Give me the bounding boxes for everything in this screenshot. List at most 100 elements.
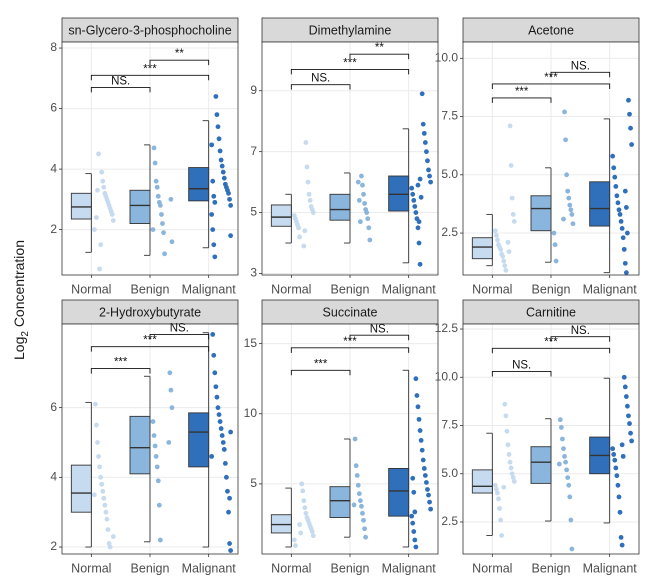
point (615, 200, 621, 206)
point (160, 221, 165, 226)
point (628, 430, 633, 436)
bracket-label: *** (314, 358, 328, 370)
x-tick-label: Malignant (182, 561, 237, 575)
point (363, 207, 369, 212)
point (428, 179, 434, 185)
point (623, 205, 629, 210)
point (508, 465, 514, 471)
point (216, 412, 222, 418)
point (152, 443, 158, 449)
box (188, 167, 210, 202)
point (626, 97, 631, 103)
point (425, 158, 430, 164)
box (388, 468, 410, 517)
point (612, 457, 618, 463)
x-tick-label: Normal (71, 282, 111, 296)
bracket-label: ** (375, 42, 384, 54)
point (511, 479, 517, 484)
bracket (550, 71, 611, 78)
y-tick-label: 10.0 (435, 369, 459, 383)
point (214, 112, 220, 118)
x-tick-label: Malignant (583, 282, 638, 296)
panel-border (61, 41, 239, 276)
x-tick-label: Benign (532, 282, 571, 296)
point (493, 232, 499, 238)
point (629, 438, 635, 444)
y-tick-label: 5 (250, 476, 257, 490)
point (417, 261, 423, 267)
point (553, 258, 559, 264)
point (507, 459, 513, 465)
point (168, 387, 174, 393)
point (157, 537, 163, 543)
point (556, 461, 562, 467)
point (561, 446, 566, 452)
point (94, 422, 99, 428)
point (110, 534, 116, 539)
point (305, 179, 311, 185)
point (167, 370, 173, 376)
box (188, 412, 210, 468)
point (621, 374, 627, 380)
box (329, 486, 351, 518)
point (412, 537, 418, 543)
point (302, 228, 308, 234)
point (156, 199, 162, 205)
point (291, 537, 297, 543)
point (570, 221, 576, 227)
point (103, 509, 109, 515)
point (304, 164, 310, 170)
point (498, 517, 503, 523)
point (228, 203, 234, 208)
point (552, 242, 558, 248)
box (471, 469, 493, 494)
y-tick-label: 10 (244, 406, 258, 420)
point (612, 174, 618, 180)
point (96, 151, 101, 157)
point (169, 239, 175, 245)
x-tick-label: Benign (331, 282, 370, 296)
point (503, 413, 509, 419)
box (530, 446, 552, 484)
point (410, 475, 416, 481)
panel-border (462, 41, 640, 276)
point (569, 546, 575, 552)
point (416, 240, 422, 246)
bracket (491, 97, 552, 103)
point (492, 228, 498, 234)
point (502, 263, 508, 269)
point (360, 510, 365, 516)
point (162, 251, 167, 257)
y-tick-label: 5.0 (441, 466, 458, 480)
point (614, 473, 620, 479)
point (100, 178, 106, 184)
x-tick-label: Normal (271, 282, 311, 296)
x-tick-label: Normal (71, 561, 111, 575)
point (616, 207, 622, 213)
bracket-label: NS. (370, 323, 389, 335)
point (215, 405, 221, 411)
bracket-label: NS. (111, 75, 130, 87)
point (566, 195, 572, 201)
panel-title: Carnitine (526, 305, 576, 319)
point (501, 258, 507, 264)
point (496, 242, 501, 248)
point (422, 473, 428, 478)
point (619, 226, 625, 231)
x-tick-label: Malignant (182, 282, 237, 296)
bracket-label: NS. (571, 325, 590, 337)
point (625, 230, 630, 236)
point (558, 425, 564, 430)
point (561, 216, 566, 222)
point (218, 426, 224, 431)
point (611, 165, 617, 171)
point (306, 191, 312, 197)
point (420, 121, 426, 127)
point (210, 332, 216, 337)
point (97, 266, 102, 272)
point (213, 94, 219, 99)
point (91, 492, 97, 498)
point (212, 370, 218, 376)
bracket (491, 347, 611, 354)
point (568, 207, 574, 213)
